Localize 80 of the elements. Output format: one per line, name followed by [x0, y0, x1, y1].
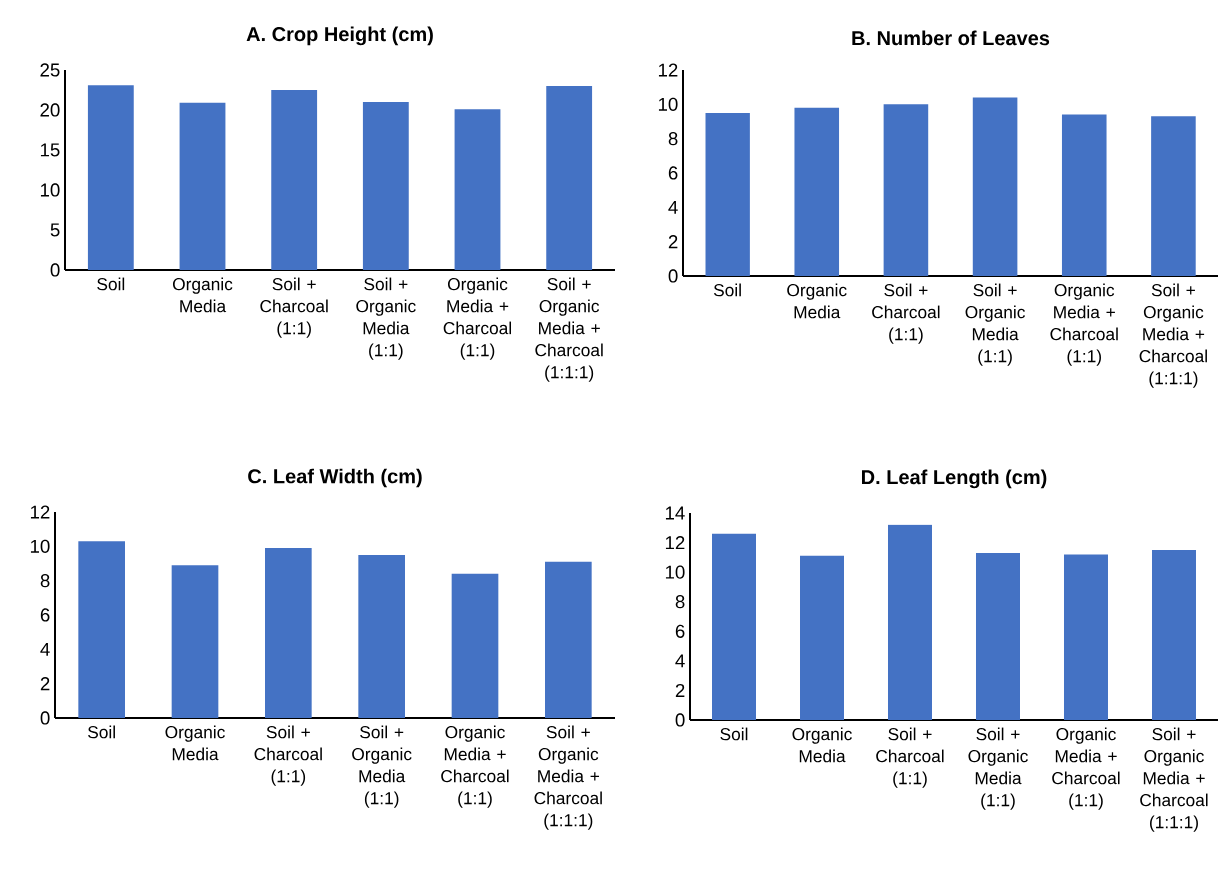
chart-title: A. Crop Height (cm)	[246, 26, 433, 46]
y-tick-label: 10	[30, 539, 50, 553]
y-tick-label: 0	[668, 269, 678, 283]
bar	[794, 107, 840, 276]
y-tick-label: 0	[675, 713, 685, 727]
y-tick-label: 6	[40, 608, 50, 622]
y-tick-label: 14	[665, 506, 685, 520]
y-tick-label: 8	[675, 595, 685, 609]
y-tick-label: 2	[40, 677, 50, 691]
chart-title: B. Number of Leaves	[852, 30, 1050, 46]
bar	[545, 561, 592, 718]
x-tick-label: Soil + Organic Media (1:1)	[968, 727, 1028, 810]
x-tick-label: Soil	[97, 277, 125, 291]
x-tick-label: Soil + Charcoal (1:1)	[876, 727, 944, 788]
x-tick-label: Organic Media + Charcoal (1:1)	[443, 277, 512, 360]
x-tick-label: Organic Media + Charcoal (1:1)	[1050, 283, 1118, 366]
x-tick-label: Soil + Charcoal (1:1)	[260, 277, 328, 338]
y-tick-label: 0	[50, 263, 60, 277]
y-tick-label: 25	[40, 63, 60, 77]
bar	[883, 104, 929, 276]
x-tick-label: Organic Media	[787, 283, 847, 319]
x-tick-label: Soil	[720, 727, 748, 741]
x-tick-label: Soil + Organic Media (1:1)	[965, 283, 1025, 366]
x-tick-label: Organic Media	[792, 727, 852, 763]
bar	[78, 541, 125, 718]
bar	[972, 97, 1018, 276]
bar	[87, 85, 134, 270]
y-tick-label: 8	[40, 574, 50, 588]
x-tick-label: Organic Media + Charcoal (1:1)	[441, 725, 509, 808]
bar	[888, 524, 932, 720]
bar	[171, 565, 219, 718]
y-tick-label: 15	[40, 143, 60, 157]
y-tick-label: 4	[40, 642, 50, 656]
bar	[358, 554, 405, 718]
bar	[705, 112, 750, 276]
bar	[546, 85, 593, 270]
bar	[1151, 116, 1196, 276]
x-tick-label: Soil + Organic Media (1:1)	[356, 277, 416, 360]
y-tick-label: 5	[50, 223, 60, 237]
y-tick-label: 12	[665, 536, 685, 550]
x-tick-label: Soil + Charcoal (1:1)	[254, 725, 322, 786]
y-tick-label: 4	[668, 200, 678, 214]
bar	[800, 555, 844, 720]
y-tick-label: 12	[30, 505, 50, 519]
x-tick-label: Organic Media + Charcoal (1:1)	[1052, 727, 1120, 810]
y-tick-label: 10	[40, 183, 60, 197]
y-tick-label: 2	[675, 683, 685, 697]
x-tick-label: Soil + Organic Media + Charcoal (1:1:1)	[534, 725, 602, 830]
bar	[1061, 114, 1107, 276]
x-tick-label: Soil	[713, 283, 741, 297]
y-tick-label: 20	[40, 103, 60, 117]
bar	[712, 533, 756, 720]
y-tick-label: 6	[675, 624, 685, 638]
bar	[451, 573, 499, 718]
y-tick-label: 10	[658, 97, 678, 111]
bar	[362, 101, 409, 270]
x-tick-label: Soil	[88, 725, 115, 739]
chart-title: C. Leaf Width (cm)	[248, 468, 422, 488]
bar	[179, 102, 226, 270]
x-tick-label: Organic Media	[172, 277, 233, 313]
chart-title: D. Leaf Length (cm)	[862, 469, 1047, 489]
y-tick-label: 0	[40, 711, 50, 725]
bar	[265, 548, 312, 718]
y-tick-label: 6	[668, 166, 678, 180]
y-tick-label: 10	[665, 565, 685, 579]
y-tick-label: 4	[675, 654, 685, 668]
bar	[271, 89, 318, 270]
bar	[1152, 549, 1196, 720]
bar	[1064, 554, 1108, 720]
x-tick-label: Soil + Organic Media + Charcoal (1:1:1)	[535, 277, 603, 382]
x-tick-label: Soil + Organic Media + Charcoal (1:1:1)	[1139, 283, 1207, 388]
y-tick-label: 8	[668, 132, 678, 146]
bar	[976, 552, 1020, 720]
x-tick-label: Soil + Charcoal (1:1)	[872, 283, 940, 344]
y-tick-label: 2	[668, 235, 678, 249]
x-tick-label: Soil + Organic Media (1:1)	[352, 725, 412, 808]
x-tick-label: Organic Media	[165, 725, 225, 761]
bar	[454, 109, 501, 270]
y-tick-label: 12	[658, 63, 678, 77]
x-tick-label: Soil + Organic Media + Charcoal (1:1:1)	[1140, 727, 1208, 832]
